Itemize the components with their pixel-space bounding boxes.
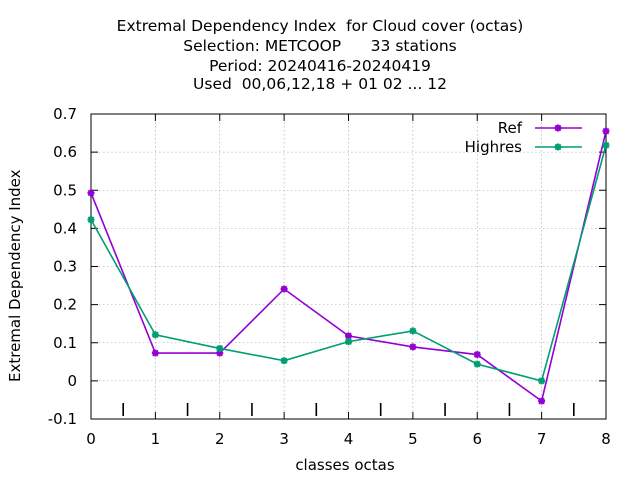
data-point-highres xyxy=(409,327,417,335)
y-tick-label: -0.1 xyxy=(48,410,77,428)
title-line-4: Used 00,06,12,18 + 01 02 ... 12 xyxy=(193,75,447,93)
data-point-ref xyxy=(151,349,159,357)
x-tick-label: 2 xyxy=(215,430,225,448)
x-tick-label: 8 xyxy=(601,430,611,448)
data-point-highres xyxy=(216,344,224,352)
data-point-highres xyxy=(345,338,352,346)
data-point-ref xyxy=(473,351,481,359)
title-line-2: Selection: METCOOP 33 stations xyxy=(183,37,457,55)
x-tick-label: 0 xyxy=(86,430,96,448)
data-point-ref xyxy=(87,189,95,197)
y-tick-label: 0.1 xyxy=(53,334,77,352)
x-tick-label: 6 xyxy=(472,430,482,448)
data-point-highres xyxy=(473,360,481,368)
data-point-highres xyxy=(538,377,546,385)
y-tick-label: 0.4 xyxy=(53,219,77,237)
x-tick-label: 7 xyxy=(537,430,547,448)
title-line-3: Period: 20240416-20240419 xyxy=(209,57,431,75)
data-point-ref xyxy=(280,285,288,293)
data-point-ref xyxy=(409,343,417,351)
legend-marker-highres xyxy=(554,143,562,151)
x-tick-label: 5 xyxy=(408,430,418,448)
title-line-1: Extremal Dependency Index for Cloud cove… xyxy=(116,17,524,35)
legend-marker-ref xyxy=(554,124,562,132)
y-tick-label: 0.5 xyxy=(53,181,77,199)
legend-label-ref: Ref xyxy=(498,119,523,137)
x-axis-label: classes octas xyxy=(295,456,395,474)
data-point-ref xyxy=(602,127,610,135)
y-tick-label: 0.3 xyxy=(53,258,77,276)
legend-label-highres: Highres xyxy=(465,138,523,156)
data-point-highres xyxy=(280,357,288,365)
x-tick-label: 3 xyxy=(279,430,289,448)
x-tick-label: 1 xyxy=(151,430,161,448)
data-point-highres xyxy=(87,216,95,224)
y-tick-label: 0.6 xyxy=(53,143,77,161)
data-point-highres xyxy=(151,331,159,339)
y-tick-label: 0.7 xyxy=(53,105,77,123)
y-tick-label: 0 xyxy=(67,372,77,390)
data-point-ref xyxy=(538,397,546,405)
y-tick-label: 0.2 xyxy=(53,296,77,314)
data-point-highres xyxy=(602,141,610,149)
x-tick-label: 4 xyxy=(344,430,354,448)
